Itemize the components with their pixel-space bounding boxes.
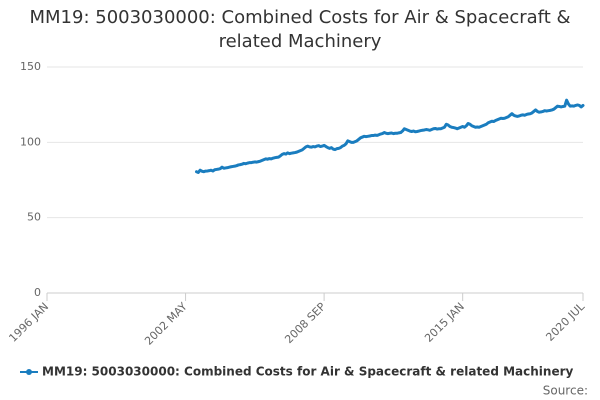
y-tick-label: 50 [27, 211, 41, 224]
x-tick-label: 2008 SEP [282, 300, 328, 346]
chart-title: MM19: 5003030000: Combined Costs for Air… [29, 7, 571, 52]
x-tick-label: 2002 MAY [142, 300, 190, 348]
legend-marker [26, 369, 32, 375]
source: Source: [543, 384, 588, 398]
y-tick-label: 100 [20, 135, 41, 148]
line-series [195, 98, 585, 174]
x-tick-label: 1996 JAN [6, 300, 51, 345]
x-tick-label: 2020 JUL [543, 299, 587, 343]
y-tick-label: 0 [34, 286, 41, 299]
x-tick-label: 2015 JAN [422, 300, 467, 345]
legend-label: MM19: 5003030000: Combined Costs for Air… [42, 365, 573, 379]
y-tick-label: 150 [20, 60, 41, 73]
